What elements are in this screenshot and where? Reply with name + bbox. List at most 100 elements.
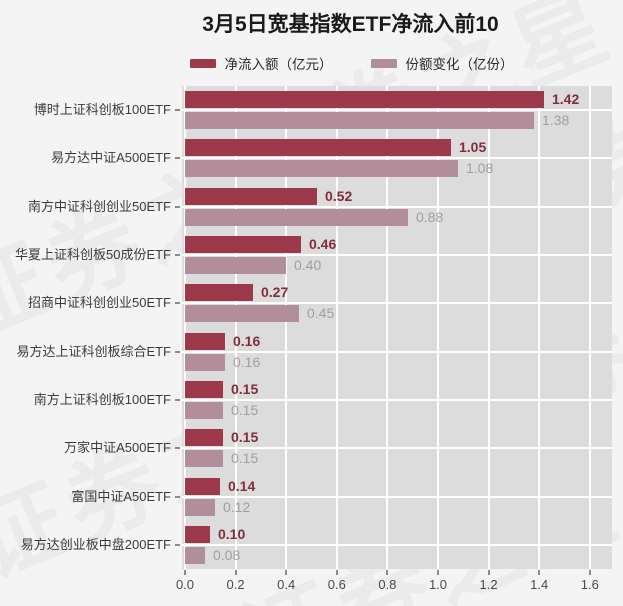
y-axis-tick bbox=[175, 109, 180, 112]
share-change-value-label: 0.45 bbox=[307, 305, 335, 322]
gridline-horizontal bbox=[182, 302, 612, 305]
category-label: 富国中证A50ETF bbox=[71, 488, 171, 504]
share-change-bar bbox=[185, 450, 223, 468]
x-axis-tick bbox=[335, 570, 338, 575]
share-change-bar bbox=[185, 112, 534, 130]
x-axis-tick-label: 1.0 bbox=[428, 577, 448, 592]
x-axis-tick bbox=[184, 570, 186, 575]
y-axis-tick bbox=[175, 157, 180, 160]
y-axis-tick bbox=[175, 205, 180, 208]
gridline-vertical bbox=[285, 86, 288, 569]
category-label: 万家中证A500ETF bbox=[64, 440, 171, 456]
gridline-horizontal bbox=[182, 495, 612, 498]
x-axis-tick bbox=[588, 570, 591, 575]
x-axis-tick-label: 0.6 bbox=[327, 577, 346, 592]
share-change-bar bbox=[185, 305, 299, 323]
gridline-horizontal bbox=[182, 205, 612, 208]
legend-item-share-change: 份额变化（亿份） bbox=[370, 53, 514, 73]
category-label: 易方达中证A500ETF bbox=[51, 150, 171, 166]
category-label: 南方中证科创创业50ETF bbox=[27, 198, 171, 214]
share-change-bar bbox=[185, 353, 225, 371]
y-axis-tick bbox=[175, 254, 180, 257]
category-label: 华夏上证科创板50成份ETF bbox=[14, 247, 171, 263]
gridline-horizontal bbox=[182, 350, 612, 353]
gridline-vertical bbox=[234, 86, 237, 569]
net-inflow-bar bbox=[185, 187, 317, 205]
y-axis-tick bbox=[175, 543, 180, 546]
x-axis-tick-label: 0.2 bbox=[226, 577, 245, 592]
share-change-value-label: 0.88 bbox=[416, 208, 444, 225]
legend: 净流入额（亿元） 份额变化（亿份） bbox=[80, 53, 623, 73]
net-inflow-bar bbox=[185, 236, 301, 254]
x-axis-tick-label: 1.4 bbox=[530, 577, 549, 592]
category-label: 招商中证科创创业50ETF bbox=[27, 295, 171, 311]
net-inflow-value-label: 0.10 bbox=[218, 525, 246, 542]
y-axis-tick bbox=[175, 447, 180, 450]
gridline-horizontal bbox=[182, 254, 612, 257]
net-inflow-bar bbox=[185, 429, 223, 447]
share-change-value-label: 0.16 bbox=[233, 353, 261, 370]
legend-label-share-change: 份额变化（亿份） bbox=[405, 57, 514, 72]
gridline-vertical bbox=[184, 86, 186, 569]
category-label: 易方达创业板中盘200ETF bbox=[20, 536, 171, 552]
net-inflow-bar bbox=[185, 284, 253, 302]
net-inflow-bar bbox=[185, 380, 223, 398]
share-change-value-label: 0.40 bbox=[294, 257, 322, 274]
y-axis-tick bbox=[175, 495, 180, 498]
x-axis-tick-label: 1.6 bbox=[580, 577, 599, 592]
x-axis-tick bbox=[386, 570, 389, 575]
net-inflow-bar bbox=[185, 477, 220, 495]
y-axis-tick bbox=[175, 350, 180, 353]
share-change-bar bbox=[185, 498, 215, 516]
share-change-bar bbox=[185, 257, 286, 275]
net-inflow-value-label: 0.52 bbox=[325, 187, 353, 204]
net-inflow-value-label: 0.16 bbox=[233, 332, 261, 349]
category-label: 博时上证科创板100ETF bbox=[33, 102, 171, 118]
legend-label-net-inflow: 净流入额（亿元） bbox=[224, 57, 333, 72]
gridline-vertical bbox=[386, 86, 389, 569]
net-inflow-bar bbox=[185, 332, 225, 350]
net-inflow-bar bbox=[185, 91, 544, 109]
net-inflow-value-label: 0.14 bbox=[228, 477, 256, 494]
legend-item-net-inflow: 净流入额（亿元） bbox=[189, 53, 333, 73]
x-axis-tick-label: 0.4 bbox=[277, 577, 296, 592]
category-label: 易方达上证科创板综合ETF bbox=[16, 343, 171, 359]
gridline-vertical bbox=[335, 86, 338, 569]
x-axis-tick bbox=[437, 570, 439, 575]
share-change-bar bbox=[185, 546, 205, 564]
net-inflow-value-label: 0.15 bbox=[231, 380, 259, 397]
gridline-vertical bbox=[487, 86, 490, 569]
share-change-bar bbox=[185, 208, 408, 226]
gridline-vertical bbox=[437, 86, 439, 569]
gridline-horizontal bbox=[182, 447, 612, 450]
gridline-horizontal bbox=[182, 109, 612, 112]
net-inflow-value-label: 0.15 bbox=[231, 429, 259, 446]
category-label: 南方上证科创板100ETF bbox=[33, 391, 171, 407]
net-inflow-value-label: 1.05 bbox=[459, 139, 487, 156]
share-change-value-label: 1.38 bbox=[542, 112, 570, 129]
net-inflow-swatch bbox=[189, 58, 216, 68]
gridline-horizontal bbox=[182, 543, 612, 546]
share-change-value-label: 0.12 bbox=[223, 498, 251, 515]
gridline-horizontal bbox=[182, 398, 612, 401]
plot-area: 1.42 1.38 1.05 1.08 0.52 0.88 0.46 0.40 0.27 0.45… bbox=[182, 86, 612, 569]
net-inflow-value-label: 1.42 bbox=[552, 91, 580, 108]
x-axis-tick-label: 0.8 bbox=[378, 577, 397, 592]
x-axis-tick bbox=[538, 570, 541, 575]
net-inflow-value-label: 0.46 bbox=[309, 236, 337, 253]
share-change-value-label: 0.15 bbox=[231, 450, 259, 467]
x-axis-tick-label: 0.0 bbox=[175, 577, 195, 592]
net-inflow-value-label: 0.27 bbox=[261, 284, 289, 301]
net-inflow-bar bbox=[185, 139, 451, 157]
chart-title: 3月5日宽基指数ETF净流入前10 bbox=[202, 13, 499, 36]
y-axis-tick bbox=[175, 398, 180, 401]
x-axis-tick bbox=[285, 570, 288, 575]
gridline-horizontal bbox=[182, 157, 612, 160]
share-change-bar bbox=[185, 160, 458, 178]
share-change-value-label: 0.08 bbox=[213, 546, 241, 563]
gridline-vertical bbox=[538, 86, 541, 569]
gridline-vertical bbox=[588, 86, 591, 569]
share-change-swatch bbox=[370, 58, 397, 68]
x-axis-tick bbox=[487, 570, 490, 575]
